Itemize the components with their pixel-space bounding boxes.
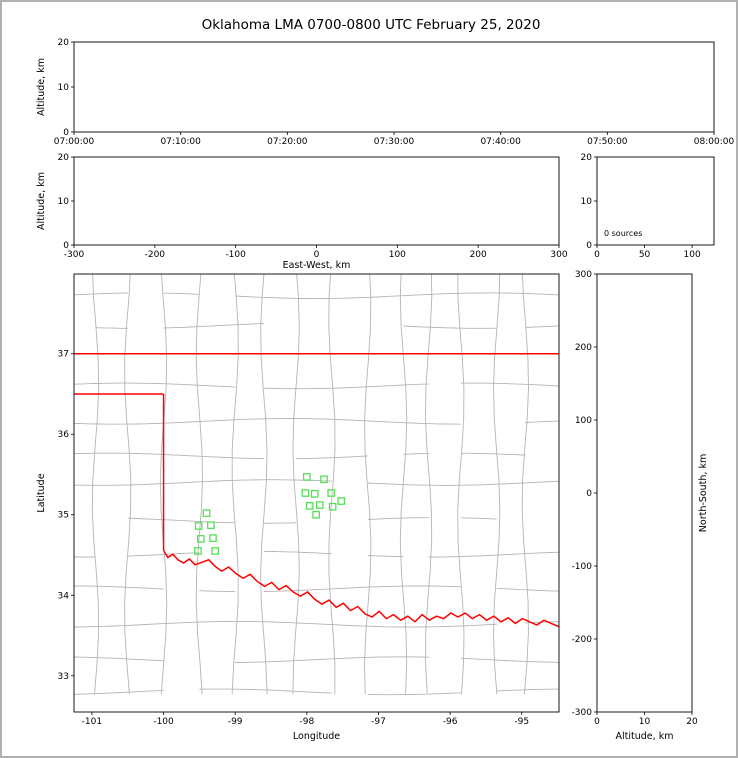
tick-label: -95 <box>514 717 529 727</box>
station-marker <box>206 521 215 530</box>
tick-label: 33 <box>58 672 69 682</box>
tick-label: 07:40:00 <box>480 137 521 147</box>
red-river-border <box>162 549 559 628</box>
station-marker <box>301 489 310 497</box>
xlabel-longitude: Longitude <box>293 731 340 742</box>
figure-title: Oklahoma LMA 0700-0800 UTC February 25, … <box>201 17 541 33</box>
tick-label: -300 <box>64 250 85 260</box>
tick-label: -100 <box>225 250 246 260</box>
oklahoma-state-boundary <box>74 352 559 628</box>
station-marker <box>312 510 320 519</box>
tick-label: 0 <box>594 250 600 260</box>
tick-label: 07:20:00 <box>267 137 308 147</box>
tick-label: 100 <box>684 250 701 260</box>
tick-label: 100 <box>575 416 592 426</box>
ylabel-north-south: North-South, km <box>698 454 709 532</box>
map-content <box>74 274 559 696</box>
tick-label: 10 <box>58 197 70 207</box>
tick-label: -200 <box>572 635 593 645</box>
tick-label: 08:00:00 <box>694 137 735 147</box>
panel-ns-vs-alt <box>596 273 693 713</box>
tick-label: 0 <box>586 241 592 251</box>
tick-label: -97 <box>371 717 386 727</box>
tick-label: 10 <box>639 717 651 727</box>
tick-label: 200 <box>470 250 487 260</box>
tick-label: 0 <box>314 250 320 260</box>
tick-label: 0 <box>63 128 69 138</box>
station-marker <box>302 473 311 481</box>
station-marker <box>337 497 346 505</box>
tick-label: 20 <box>58 38 70 48</box>
ylabel-latitude: Latitude <box>36 473 47 512</box>
tick-label: 07:10:00 <box>160 137 201 147</box>
station-marker <box>327 489 336 497</box>
tick-label: 10 <box>58 83 70 93</box>
tick-label: 07:00:00 <box>54 137 95 147</box>
tick-label: 07:50:00 <box>587 137 628 147</box>
tick-label: -101 <box>82 717 102 727</box>
ylabel-altitude-1: Altitude, km <box>36 58 47 116</box>
tick-label: 20 <box>686 717 698 727</box>
tick-label: 10 <box>581 197 593 207</box>
tick-label: -200 <box>145 250 166 260</box>
tick-label: 35 <box>58 511 69 521</box>
tick-label: 20 <box>58 153 70 163</box>
station-marker <box>315 501 324 509</box>
station-marker <box>202 509 211 517</box>
county-boundaries <box>74 274 559 696</box>
tick-label: 0 <box>63 241 69 251</box>
tick-label: 36 <box>58 430 70 440</box>
tick-label: -98 <box>299 717 314 727</box>
tick-label: 0 <box>594 717 600 727</box>
station-marker <box>320 475 328 484</box>
xlabel-altitude-5: Altitude, km <box>616 731 674 742</box>
tick-label: -96 <box>443 717 458 727</box>
station-marker <box>194 522 203 530</box>
tick-label: 50 <box>639 250 651 260</box>
station-marker <box>310 489 319 498</box>
tick-label: 07:30:00 <box>374 137 415 147</box>
tick-label: 34 <box>58 591 70 601</box>
sources-count-annotation: 0 sources <box>604 229 642 238</box>
tick-label: 200 <box>575 343 592 353</box>
station-marker <box>328 502 337 511</box>
tick-label: 100 <box>389 250 406 260</box>
panel-alt-vs-ew <box>73 156 560 246</box>
panel-alt-vs-time <box>73 41 715 133</box>
station-marker <box>194 547 202 555</box>
tick-label: -99 <box>228 717 243 727</box>
tick-label: 300 <box>575 270 592 280</box>
tick-label: -100 <box>572 562 593 572</box>
station-marker <box>209 534 217 542</box>
station-marker <box>196 535 205 543</box>
tick-label: 0 <box>586 489 592 499</box>
tick-label: 300 <box>550 250 567 260</box>
lma-station-markers <box>194 473 346 555</box>
tick-label: 37 <box>58 350 69 360</box>
station-marker <box>305 502 314 510</box>
tick-label: -300 <box>572 708 593 718</box>
panel-map <box>73 273 560 713</box>
tick-label: 20 <box>581 153 593 163</box>
xlabel-east-west: East-West, km <box>283 260 351 271</box>
tick-label: -100 <box>153 717 174 727</box>
station-marker <box>211 547 219 555</box>
ylabel-altitude-2: Altitude, km <box>36 172 47 230</box>
